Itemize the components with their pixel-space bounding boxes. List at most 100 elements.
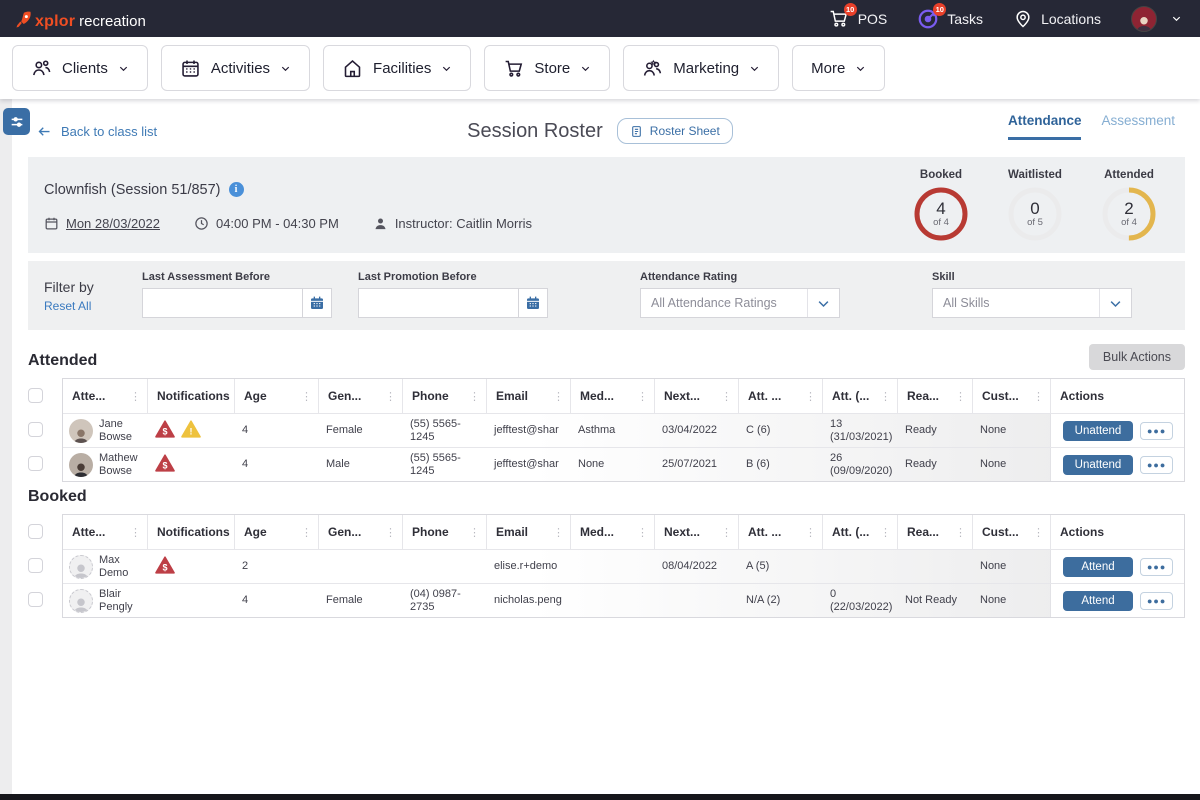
column-header-att[interactable]: Att. ... ⋮ [738, 515, 822, 549]
row-checkbox[interactable] [28, 421, 43, 437]
bulk-actions-button[interactable]: Bulk Actions [1088, 344, 1185, 370]
nav-more-button[interactable]: More [792, 45, 886, 91]
column-menu-icon[interactable]: ⋮ [637, 526, 648, 539]
select-all-checkbox[interactable] [28, 523, 43, 539]
pos-menu-item[interactable]: 10 POS [828, 2, 887, 30]
column-header-med[interactable]: Med... ⋮ [570, 379, 654, 413]
locations-menu-item[interactable]: Locations [1013, 9, 1101, 29]
row-checkbox[interactable] [28, 455, 43, 471]
tab-attendance[interactable]: Attendance [1007, 113, 1082, 140]
billing-alert-icon[interactable]: $ [155, 453, 175, 476]
client-name: Mathew Bowse [99, 451, 138, 477]
column-header-med[interactable]: Med... ⋮ [570, 515, 654, 549]
column-header-att[interactable]: Att. ... ⋮ [738, 379, 822, 413]
column-header-atte[interactable]: Atte... ⋮ [63, 379, 147, 413]
column-menu-icon[interactable]: ⋮ [637, 390, 648, 403]
tab-assessment[interactable]: Assessment [1101, 113, 1175, 128]
attend-button[interactable]: Attend [1063, 590, 1133, 611]
column-menu-icon[interactable]: ⋮ [230, 390, 234, 403]
column-header-next[interactable]: Next... ⋮ [654, 379, 738, 413]
column-menu-icon[interactable]: ⋮ [1033, 526, 1044, 539]
column-menu-icon[interactable]: ⋮ [553, 390, 564, 403]
location-pin-icon [1016, 10, 1030, 28]
column-header-notifications[interactable]: Notifications⋮ [147, 515, 234, 549]
column-header-actions[interactable]: Actions [1050, 379, 1184, 413]
column-menu-icon[interactable]: ⋮ [301, 390, 312, 403]
column-menu-icon[interactable]: ⋮ [385, 390, 396, 403]
column-menu-icon[interactable]: ⋮ [553, 526, 564, 539]
row-checkbox[interactable] [28, 557, 43, 573]
column-header-phone[interactable]: Phone ⋮ [402, 515, 486, 549]
row-checkbox[interactable] [28, 591, 43, 607]
attend-button[interactable]: Attend [1063, 556, 1133, 577]
row-more-button[interactable]: ●●● [1140, 557, 1174, 576]
last-assessment-calendar-button[interactable] [302, 288, 332, 318]
column-menu-icon[interactable]: ⋮ [385, 526, 396, 539]
column-header-age[interactable]: Age ⋮ [234, 515, 318, 549]
column-header-cust[interactable]: Cust... ⋮ [972, 379, 1050, 413]
column-menu-icon[interactable]: ⋮ [469, 526, 480, 539]
reset-all-link[interactable]: Reset All [44, 299, 92, 313]
column-menu-icon[interactable]: ⋮ [955, 526, 966, 539]
nav-facilities-button[interactable]: Facilities [323, 45, 472, 91]
info-icon[interactable]: i [228, 182, 244, 197]
last-promotion-calendar-button[interactable] [518, 288, 548, 318]
unattend-button[interactable]: Unattend [1063, 454, 1133, 475]
column-menu-icon[interactable]: ⋮ [1033, 390, 1044, 403]
column-menu-icon[interactable]: ⋮ [721, 390, 732, 403]
column-header-gen[interactable]: Gen... ⋮ [318, 379, 402, 413]
select-all-checkbox[interactable] [28, 387, 43, 403]
row-more-button[interactable]: ●●● [1140, 455, 1174, 474]
column-menu-icon[interactable]: ⋮ [880, 526, 891, 539]
roster-sheet-label: Roster Sheet [649, 124, 720, 138]
session-date[interactable]: Mon 28/03/2022 [66, 215, 160, 231]
tasks-menu-item[interactable]: 10 Tasks [917, 2, 983, 30]
column-menu-icon[interactable]: ⋮ [130, 390, 141, 403]
xplor-logo[interactable]: xplor recreation [14, 7, 146, 31]
column-header-atte[interactable]: Atte... ⋮ [63, 515, 147, 549]
nav-store-button[interactable]: Store [484, 45, 611, 91]
billing-alert-icon[interactable]: $ [155, 419, 175, 442]
filters-toggle-button[interactable] [3, 108, 30, 135]
column-header-att[interactable]: Att. (... ⋮ [822, 515, 897, 549]
column-header-notifications[interactable]: Notifications⋮ [147, 379, 234, 413]
column-header-email[interactable]: Email ⋮ [486, 515, 570, 549]
column-header-cust[interactable]: Cust... ⋮ [972, 515, 1050, 549]
row-more-button[interactable]: ●●● [1140, 591, 1174, 610]
locations-label: Locations [1041, 10, 1101, 27]
column-menu-icon[interactable]: ⋮ [469, 390, 480, 403]
stat-waitlisted: Waitlisted 0 of 5 [999, 169, 1071, 243]
row-more-button[interactable]: ●●● [1140, 421, 1174, 440]
column-header-rea[interactable]: Rea... ⋮ [897, 515, 972, 549]
column-menu-icon[interactable]: ⋮ [721, 526, 732, 539]
nav-activities-button[interactable]: Activities [160, 45, 311, 91]
column-menu-icon[interactable]: ⋮ [955, 390, 966, 403]
column-menu-icon[interactable]: ⋮ [130, 526, 141, 539]
skill-select[interactable]: All Skills [932, 288, 1132, 318]
nav-marketing-button[interactable]: Marketing [623, 45, 780, 91]
column-menu-icon[interactable]: ⋮ [880, 390, 891, 403]
column-menu-icon[interactable]: ⋮ [805, 526, 816, 539]
column-header-next[interactable]: Next... ⋮ [654, 515, 738, 549]
back-to-class-list-link[interactable]: Back to class list [36, 124, 157, 139]
column-header-email[interactable]: Email ⋮ [486, 379, 570, 413]
warning-alert-icon[interactable]: ! [181, 419, 201, 442]
billing-alert-icon[interactable]: $ [155, 555, 175, 578]
booked-section-title: Booked [28, 488, 87, 505]
column-menu-icon[interactable]: ⋮ [301, 526, 312, 539]
last-assessment-date-input[interactable] [142, 288, 302, 318]
column-header-actions[interactable]: Actions [1050, 515, 1184, 549]
user-menu[interactable] [1131, 5, 1182, 32]
nav-clients-button[interactable]: Clients [12, 45, 148, 91]
column-menu-icon[interactable]: ⋮ [805, 390, 816, 403]
column-header-att[interactable]: Att. (... ⋮ [822, 379, 897, 413]
roster-sheet-button[interactable]: Roster Sheet [616, 118, 733, 144]
column-menu-icon[interactable]: ⋮ [230, 526, 234, 539]
unattend-button[interactable]: Unattend [1063, 420, 1133, 441]
attendance-rating-select[interactable]: All Attendance Ratings [640, 288, 840, 318]
column-header-gen[interactable]: Gen... ⋮ [318, 515, 402, 549]
column-header-rea[interactable]: Rea... ⋮ [897, 379, 972, 413]
column-header-phone[interactable]: Phone ⋮ [402, 379, 486, 413]
column-header-age[interactable]: Age ⋮ [234, 379, 318, 413]
last-promotion-date-input[interactable] [358, 288, 518, 318]
